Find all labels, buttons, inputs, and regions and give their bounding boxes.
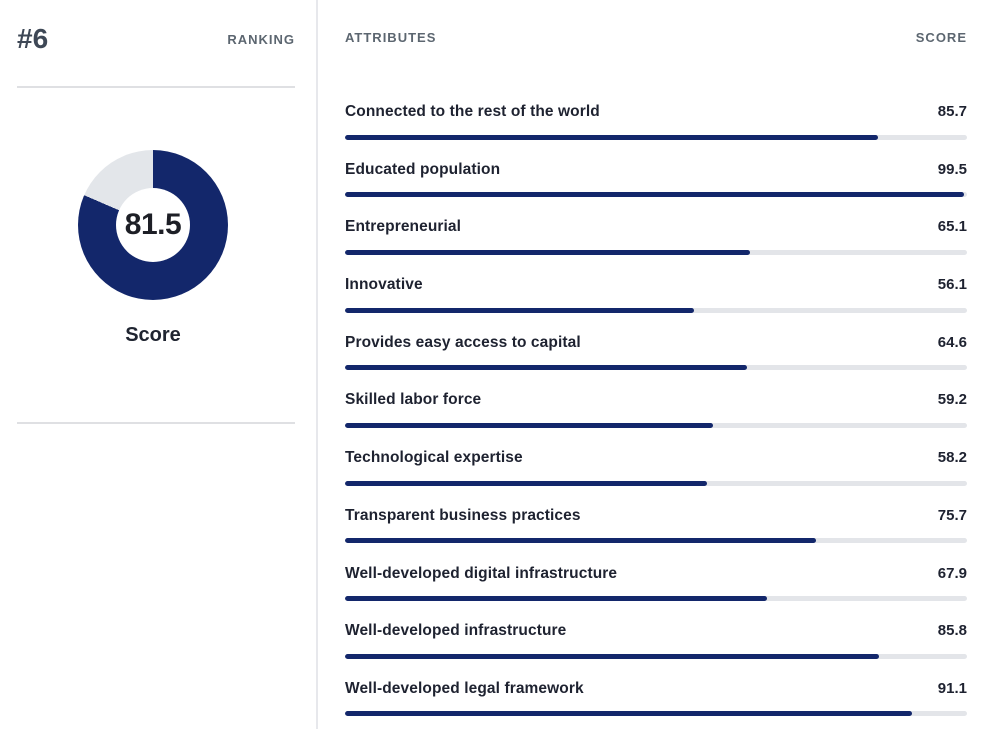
attribute-label: Innovative [345, 276, 423, 294]
attribute-row-text: Connected to the rest of the world 85.7 [345, 103, 967, 121]
attribute-label: Entrepreneurial [345, 218, 462, 236]
attribute-bar-fill [345, 249, 750, 255]
attribute-bar-fill [345, 538, 816, 544]
attribute-score: 56.1 [937, 276, 967, 294]
attribute-bar-fill [345, 192, 964, 198]
attribute-row-text: Provides easy access to capital 64.6 [345, 334, 967, 352]
attribute-row: Skilled labor force 59.2 [345, 384, 967, 442]
attribute-row-text: Well-developed digital infrastructure 67… [345, 565, 967, 583]
attribute-bar-track [345, 249, 967, 255]
attribute-score: 59.2 [937, 391, 967, 409]
panel-divider [316, 0, 318, 729]
attribute-bar-track [345, 365, 967, 371]
attribute-row: Connected to the rest of the world 85.7 [345, 96, 967, 154]
attribute-score: 58.2 [937, 449, 967, 467]
attribute-label: Transparent business practices [345, 506, 581, 524]
attribute-row: Provides easy access to capital 64.6 [345, 327, 967, 385]
attribute-score: 67.9 [937, 564, 967, 582]
attribute-bar-track [345, 134, 967, 140]
attribute-score: 65.1 [937, 218, 967, 236]
score-caption: Score [125, 324, 181, 346]
attributes-rows: Connected to the rest of the world 85.7 … [345, 96, 967, 731]
left-panel-bottom-divider [17, 422, 295, 424]
attribute-bar-track [345, 480, 967, 486]
score-donut: 81.5 [78, 150, 228, 300]
attribute-label: Skilled labor force [345, 391, 482, 409]
attribute-bar-fill [345, 365, 747, 371]
attribute-score: 99.5 [937, 160, 967, 178]
attribute-row: Innovative 56.1 [345, 269, 967, 327]
attribute-bar-fill [345, 422, 714, 428]
ranking-panel: #6 RANKING 81.5 Score [0, 0, 316, 729]
score-value: 81.5 [124, 208, 182, 241]
attribute-score: 85.8 [937, 622, 967, 640]
attribute-bar-fill [345, 711, 912, 717]
attribute-label: Well-developed infrastructure [345, 622, 567, 640]
attribute-label: Well-developed digital infrastructure [345, 564, 618, 582]
attribute-score: 85.7 [937, 103, 967, 120]
attribute-row: Entrepreneurial 65.1 [345, 211, 967, 269]
attribute-bar-fill [345, 307, 694, 313]
attribute-row-text: Innovative 56.1 [345, 276, 967, 294]
attribute-row: Transparent business practices 75.7 [345, 500, 967, 558]
score-header-label: SCORE [915, 30, 967, 45]
attribute-row-text: Transparent business practices 75.7 [345, 507, 967, 525]
attribute-score: 64.6 [937, 333, 967, 351]
attribute-bar-track [345, 653, 967, 659]
rank-header: #6 RANKING [17, 23, 295, 55]
attribute-row: Well-developed digital infrastructure 67… [345, 558, 967, 616]
attributes-header-label: ATTRIBUTES [345, 30, 437, 45]
attribute-bar-fill [345, 596, 768, 601]
attribute-row: Well-developed infrastructure 85.8 [345, 615, 967, 673]
attribute-bar-track [345, 538, 967, 544]
score-donut-hole: 81.5 [116, 188, 190, 262]
attribute-label: Technological expertise [345, 449, 523, 467]
attribute-label: Well-developed legal framework [345, 679, 584, 697]
attribute-row: Educated population 99.5 [345, 154, 967, 212]
attribute-label: Connected to the rest of the world [345, 103, 600, 120]
attribute-row-text: Technological expertise 58.2 [345, 449, 967, 467]
attributes-header-row: ATTRIBUTES SCORE [345, 30, 967, 45]
attribute-row: Well-developed legal framework 91.1 [345, 673, 967, 731]
attribute-label: Provides easy access to capital [345, 333, 581, 351]
attribute-row-text: Well-developed legal framework 91.1 [345, 680, 967, 698]
attribute-bar-fill [345, 480, 707, 486]
attribute-bar-track [345, 711, 967, 717]
attribute-bar-fill [345, 134, 879, 140]
attribute-label: Educated population [345, 160, 501, 178]
rank-header-divider [17, 86, 295, 88]
attribute-bar-track [345, 192, 967, 198]
attribute-row-text: Skilled labor force 59.2 [345, 391, 967, 409]
attribute-row: Technological expertise 58.2 [345, 442, 967, 500]
attribute-score: 91.1 [937, 679, 967, 697]
rank-number: #6 [17, 23, 49, 54]
attribute-row-text: Entrepreneurial 65.1 [345, 218, 967, 236]
attribute-bar-track [345, 596, 967, 601]
attribute-row-text: Well-developed infrastructure 85.8 [345, 622, 967, 640]
attribute-row-text: Educated population 99.5 [345, 161, 967, 179]
attribute-score: 75.7 [937, 506, 967, 524]
attribute-bar-track [345, 422, 967, 428]
attribute-bar-track [345, 307, 967, 313]
rank-caption-label: RANKING [227, 31, 295, 47]
attribute-bar-fill [345, 653, 879, 659]
